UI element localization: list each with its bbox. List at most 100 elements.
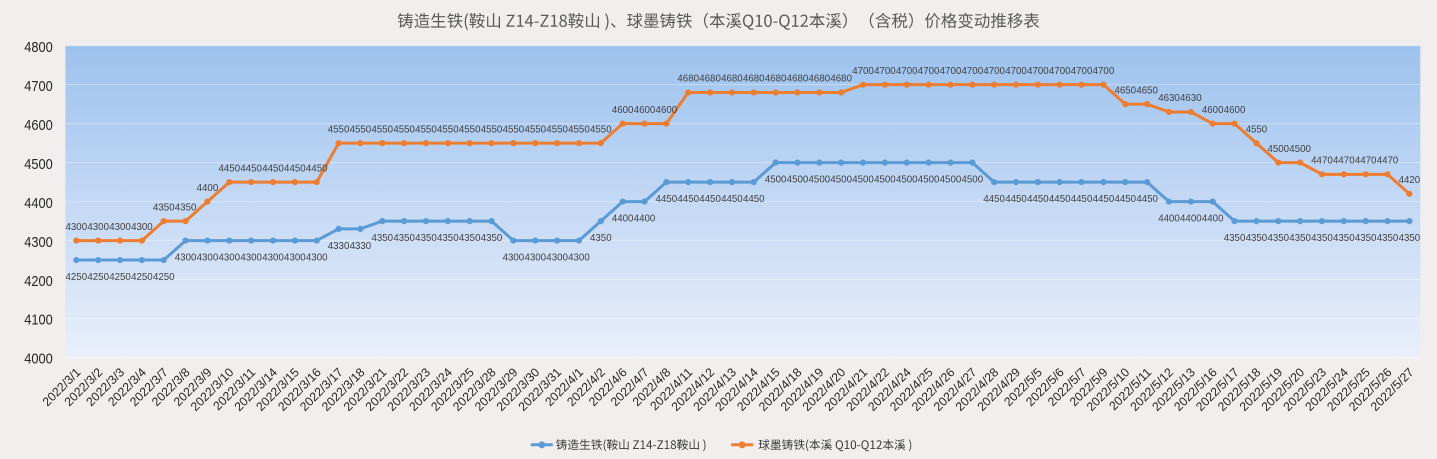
svg-text:4600: 4600 (656, 105, 678, 116)
svg-text:4350: 4350 (153, 202, 175, 213)
svg-text:4470: 4470 (1377, 156, 1399, 167)
svg-text:4250: 4250 (131, 272, 153, 283)
svg-text:4500: 4500 (940, 175, 962, 186)
svg-text:4500: 4500 (852, 175, 874, 186)
svg-text:4300: 4300 (87, 222, 109, 233)
svg-text:4420: 4420 (1399, 175, 1421, 186)
svg-text:4500: 4500 (1267, 144, 1289, 155)
svg-text:4600: 4600 (1224, 105, 1246, 116)
svg-text:4350: 4350 (1311, 233, 1333, 244)
svg-text:4500: 4500 (765, 175, 787, 186)
svg-text:4680: 4680 (809, 74, 831, 85)
svg-text:4450: 4450 (1071, 194, 1093, 205)
svg-text:4350: 4350 (437, 233, 459, 244)
svg-text:4680: 4680 (765, 74, 787, 85)
svg-text:4550: 4550 (415, 124, 437, 135)
svg-text:4700: 4700 (896, 66, 918, 77)
svg-text:4630: 4630 (1180, 93, 1202, 104)
svg-text:4300: 4300 (66, 222, 88, 233)
svg-text:4300: 4300 (24, 234, 53, 251)
svg-text:4300: 4300 (109, 222, 131, 233)
svg-text:4200: 4200 (24, 273, 53, 290)
svg-text:4100: 4100 (24, 312, 53, 329)
svg-text:4450: 4450 (306, 163, 328, 174)
svg-text:4550: 4550 (371, 124, 393, 135)
svg-text:4550: 4550 (503, 124, 525, 135)
svg-text:4400: 4400 (1158, 214, 1180, 225)
svg-text:4450: 4450 (699, 194, 721, 205)
svg-text:4300: 4300 (197, 253, 219, 264)
svg-text:4550: 4550 (546, 124, 568, 135)
svg-text:4300: 4300 (240, 253, 262, 264)
svg-text:4450: 4450 (262, 163, 284, 174)
svg-text:4350: 4350 (459, 233, 481, 244)
svg-text:4500: 4500 (874, 175, 896, 186)
svg-text:4470: 4470 (1333, 156, 1355, 167)
svg-text:4300: 4300 (568, 253, 590, 264)
svg-text:4450: 4450 (721, 194, 743, 205)
svg-text:4500: 4500 (896, 175, 918, 186)
svg-text:4600: 4600 (1202, 105, 1224, 116)
svg-text:4550: 4550 (393, 124, 415, 135)
svg-text:4450: 4450 (1027, 194, 1049, 205)
svg-text:4300: 4300 (175, 253, 197, 264)
svg-text:4700: 4700 (983, 66, 1005, 77)
svg-text:4000: 4000 (24, 351, 53, 368)
svg-text:4500: 4500 (24, 156, 53, 173)
svg-text:4550: 4550 (350, 124, 372, 135)
svg-text:4500: 4500 (787, 175, 809, 186)
svg-text:4350: 4350 (371, 233, 393, 244)
svg-text:4400: 4400 (24, 195, 53, 212)
svg-text:4650: 4650 (1136, 85, 1158, 96)
svg-text:4330: 4330 (350, 241, 372, 252)
svg-text:4350: 4350 (1267, 233, 1289, 244)
svg-text:4350: 4350 (1289, 233, 1311, 244)
svg-text:4350: 4350 (415, 233, 437, 244)
svg-text:4680: 4680 (699, 74, 721, 85)
svg-text:4700: 4700 (1027, 66, 1049, 77)
svg-text:4350: 4350 (393, 233, 415, 244)
svg-text:4700: 4700 (1005, 66, 1027, 77)
svg-text:4450: 4450 (656, 194, 678, 205)
svg-text:4450: 4450 (240, 163, 262, 174)
svg-text:4500: 4500 (830, 175, 852, 186)
svg-text:4450: 4450 (1005, 194, 1027, 205)
svg-text:4800: 4800 (24, 39, 53, 56)
svg-text:4400: 4400 (1202, 214, 1224, 225)
svg-text:4550: 4550 (568, 124, 590, 135)
svg-text:4450: 4450 (743, 194, 765, 205)
svg-text:4400: 4400 (612, 214, 634, 225)
svg-text:4700: 4700 (962, 66, 984, 77)
svg-text:4630: 4630 (1158, 93, 1180, 104)
svg-text:4700: 4700 (1049, 66, 1071, 77)
svg-text:4680: 4680 (677, 74, 699, 85)
svg-text:4400: 4400 (197, 183, 219, 194)
svg-text:4680: 4680 (787, 74, 809, 85)
svg-text:4700: 4700 (874, 66, 896, 77)
svg-text:4470: 4470 (1355, 156, 1377, 167)
svg-text:4350: 4350 (1333, 233, 1355, 244)
svg-text:4700: 4700 (940, 66, 962, 77)
svg-text:4550: 4550 (1246, 124, 1268, 135)
svg-text:4300: 4300 (284, 253, 306, 264)
svg-text:4450: 4450 (1136, 194, 1158, 205)
svg-text:4300: 4300 (262, 253, 284, 264)
svg-text:4650: 4650 (1114, 85, 1136, 96)
svg-text:4350: 4350 (1224, 233, 1246, 244)
svg-text:4300: 4300 (524, 253, 546, 264)
svg-text:4600: 4600 (612, 105, 634, 116)
svg-text:4700: 4700 (852, 66, 874, 77)
svg-text:4450: 4450 (284, 163, 306, 174)
svg-text:4350: 4350 (590, 233, 612, 244)
svg-text:4350: 4350 (175, 202, 197, 213)
svg-text:4250: 4250 (87, 272, 109, 283)
svg-text:4680: 4680 (830, 74, 852, 85)
svg-text:4550: 4550 (590, 124, 612, 135)
svg-text:4550: 4550 (437, 124, 459, 135)
svg-text:4450: 4450 (1049, 194, 1071, 205)
svg-text:4250: 4250 (153, 272, 175, 283)
svg-text:4500: 4500 (918, 175, 940, 186)
svg-text:4300: 4300 (306, 253, 328, 264)
svg-text:4300: 4300 (503, 253, 525, 264)
svg-text:4500: 4500 (809, 175, 831, 186)
